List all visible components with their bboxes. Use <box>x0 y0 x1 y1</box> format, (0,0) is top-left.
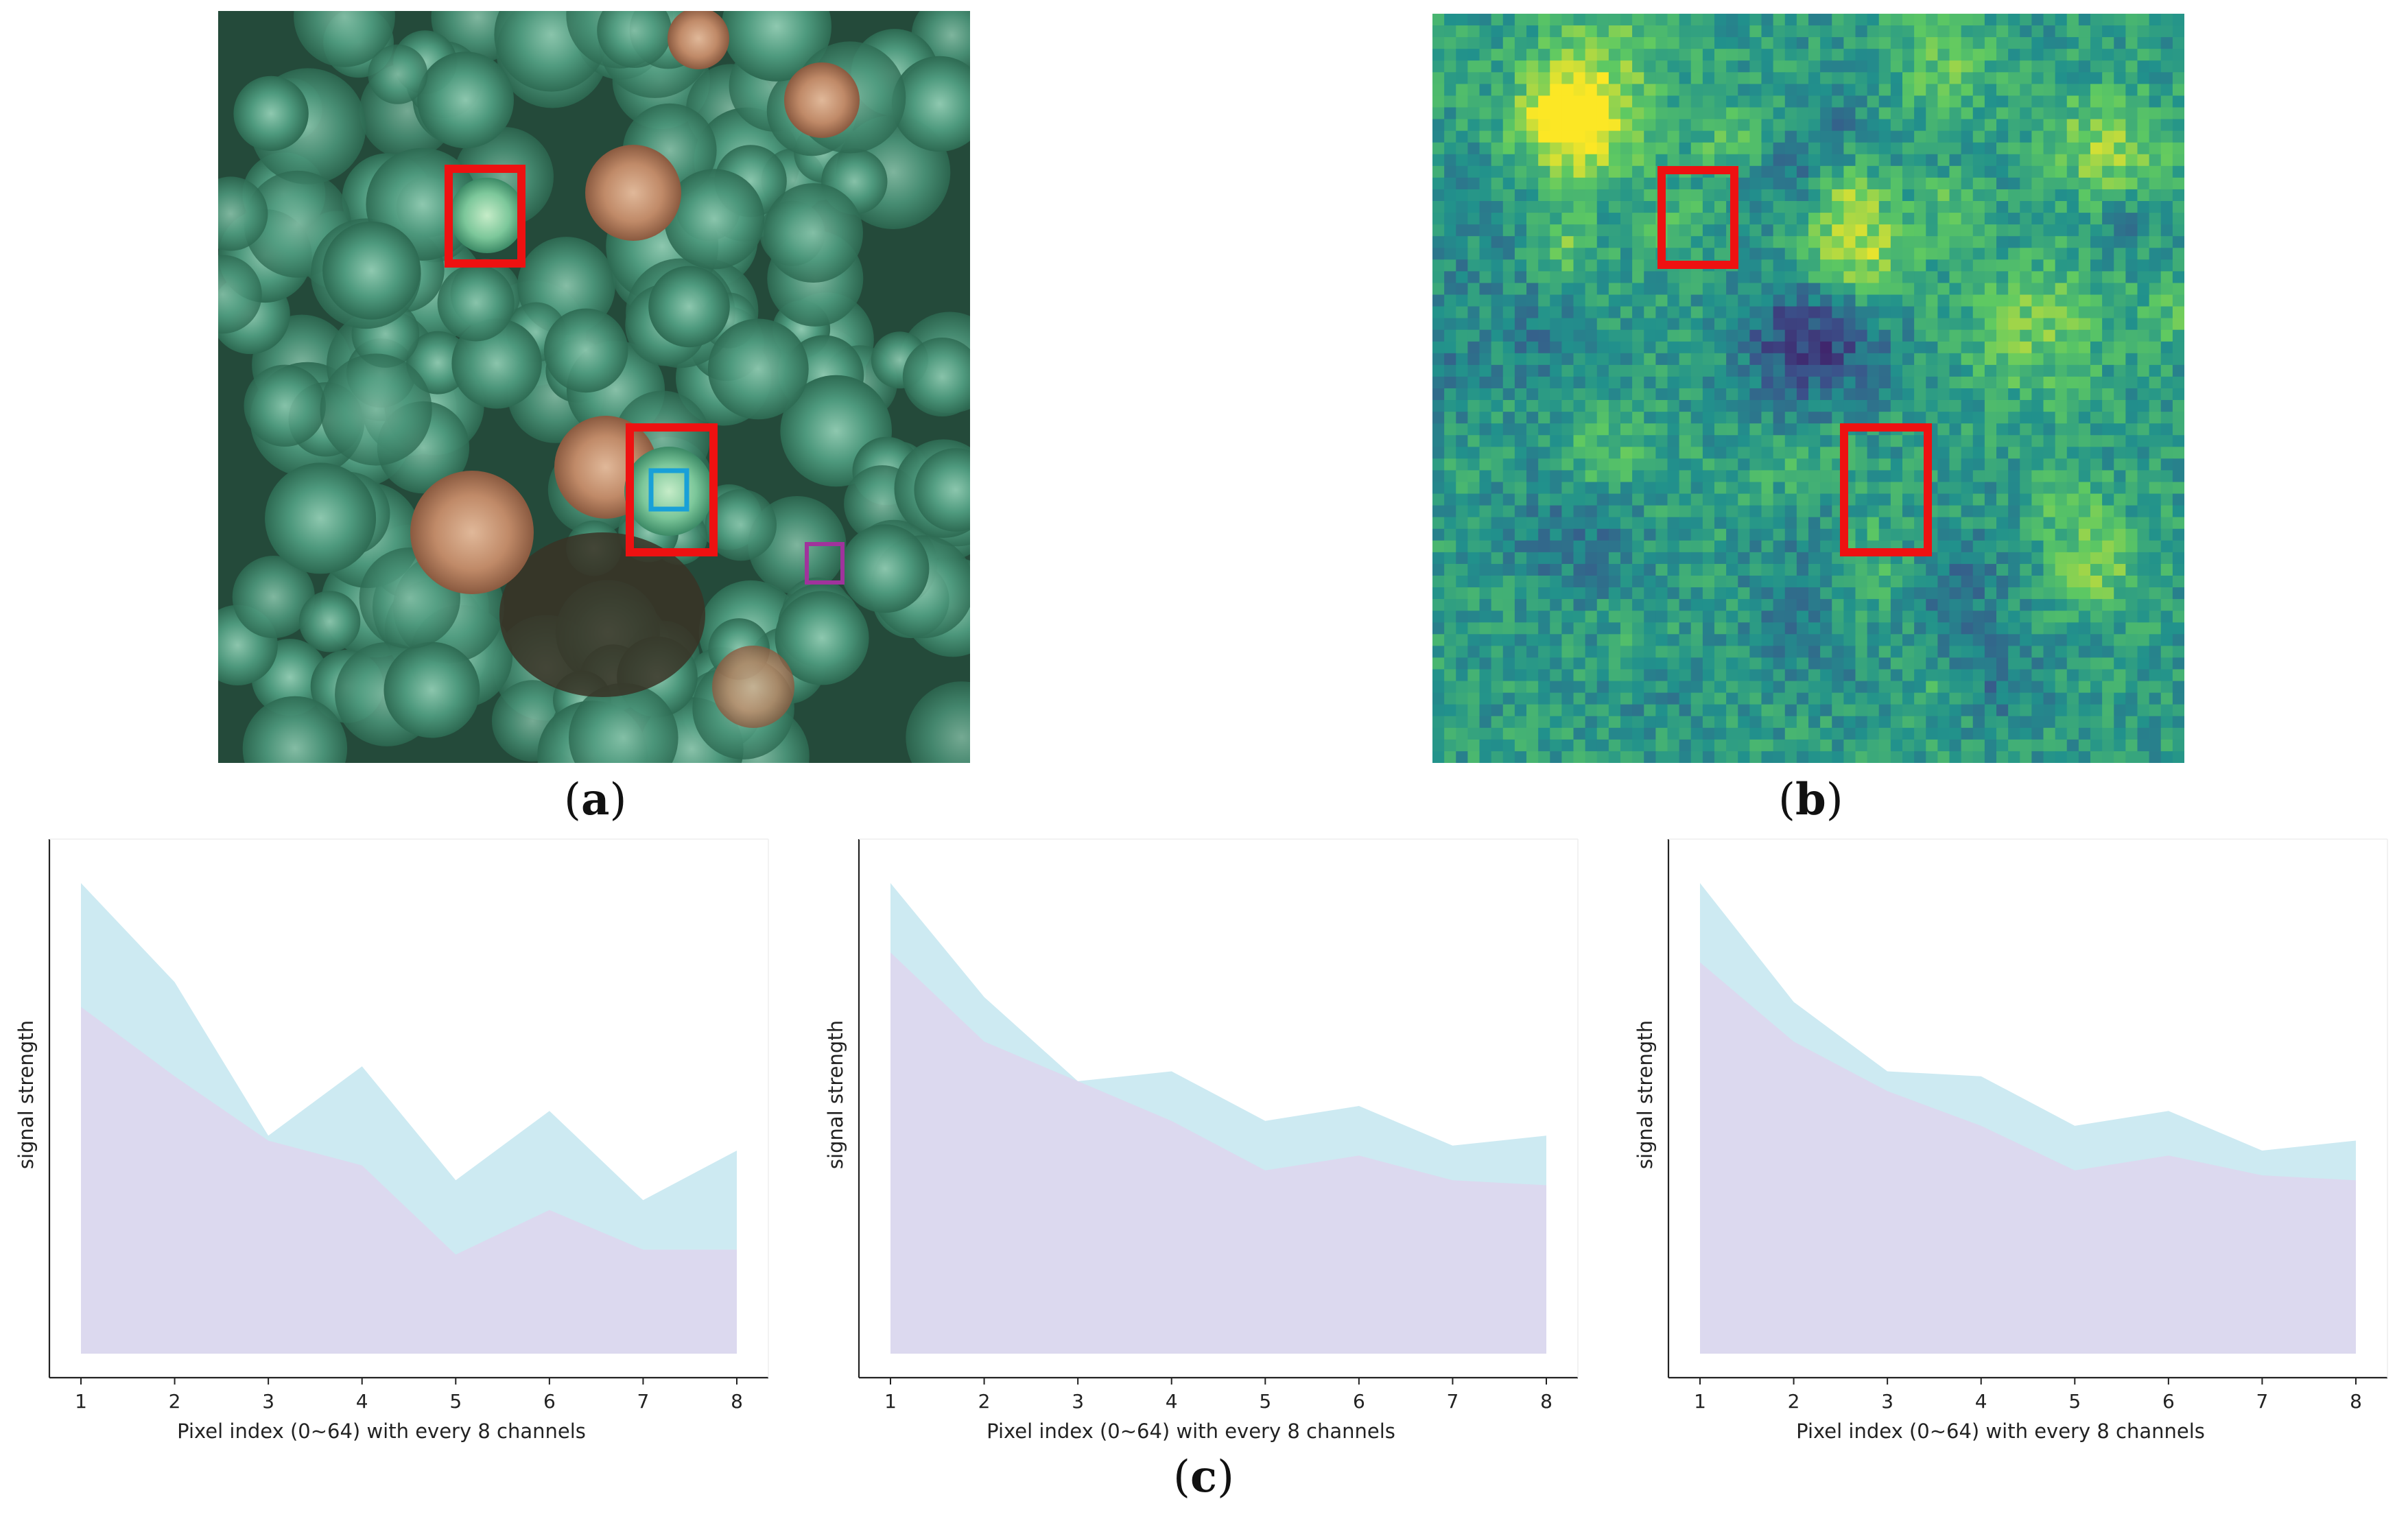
x-tick-label: 4 <box>356 1390 368 1413</box>
chart-1: 1 2 3 4 5 6 7 8 Pixel index (0~64) with every 8 … <box>0 827 789 1444</box>
x-tick-label: 8 <box>731 1390 743 1413</box>
x-tick-label: 7 <box>2256 1390 2269 1413</box>
x-axis-label: Pixel index (0~64) with every 8 channels <box>987 1420 1395 1443</box>
x-tick-label: 6 <box>2162 1390 2175 1413</box>
x-tick-label: 8 <box>1540 1390 1553 1413</box>
x-tick-label: 3 <box>1072 1390 1084 1413</box>
x-tick-label: 2 <box>978 1390 991 1413</box>
x-axis-label: Pixel index (0~64) with every 8 channels <box>1796 1420 2205 1443</box>
x-tick-label: 1 <box>75 1390 87 1413</box>
y-axis-label: signal strength <box>824 1020 847 1169</box>
x-tick-label: 7 <box>637 1390 650 1413</box>
y-axis-label: signal strength <box>14 1020 38 1169</box>
x-tick-label: 6 <box>543 1390 556 1413</box>
x-tick-label: 1 <box>884 1390 897 1413</box>
x-tick-label: 2 <box>169 1390 181 1413</box>
x-tick-label: 4 <box>1166 1390 1178 1413</box>
x-tick-label: 7 <box>1447 1390 1459 1413</box>
x-tick-label: 3 <box>262 1390 274 1413</box>
x-tick-label: 4 <box>1975 1390 1987 1413</box>
x-axis-label: Pixel index (0~64) with every 8 channels <box>177 1420 586 1443</box>
caption-c: (c) <box>1173 1451 1234 1503</box>
x-tick-label: 5 <box>1259 1390 1271 1413</box>
x-tick-label: 5 <box>449 1390 462 1413</box>
x-tick-label: 6 <box>1353 1390 1365 1413</box>
heatmap-image <box>1432 14 2184 763</box>
x-tick-label: 1 <box>1694 1390 1706 1413</box>
forest-photo <box>218 11 970 763</box>
x-tick-label: 2 <box>1788 1390 1800 1413</box>
y-axis-label: signal strength <box>1633 1020 1657 1169</box>
x-tick-label: 3 <box>1881 1390 1893 1413</box>
chart-2: 1 2 3 4 5 6 7 8 Pixel index (0~64) with every 8 … <box>810 827 1598 1444</box>
caption-b: (b) <box>1778 774 1843 825</box>
chart-3: 1 2 3 4 5 6 7 8 Pixel index (0~64) with every 8 … <box>1619 827 2408 1444</box>
x-tick-label: 8 <box>2350 1390 2362 1413</box>
x-tick-label: 5 <box>2068 1390 2081 1413</box>
caption-a: (a) <box>564 774 626 825</box>
